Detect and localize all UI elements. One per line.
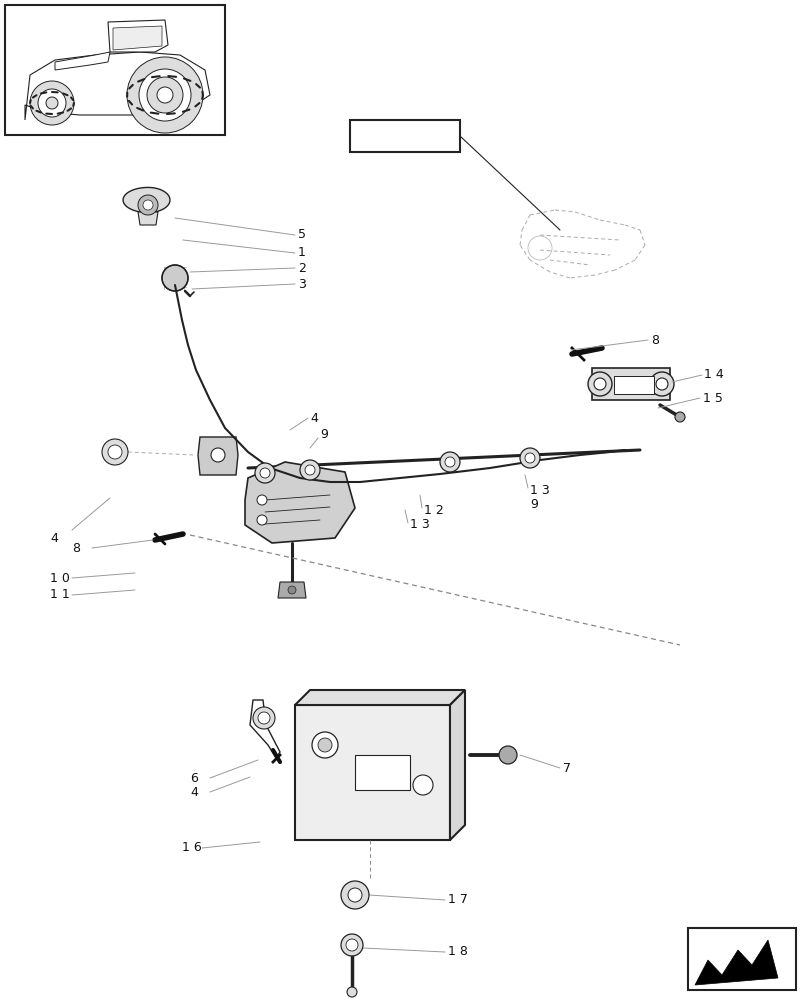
Text: 1 8: 1 8 — [448, 945, 467, 958]
Text: 4: 4 — [50, 532, 58, 544]
Circle shape — [258, 712, 270, 724]
Circle shape — [255, 463, 275, 483]
Text: 1: 1 — [298, 246, 306, 259]
Text: 1 0: 1 0 — [50, 572, 70, 584]
Polygon shape — [113, 26, 162, 50]
Polygon shape — [694, 940, 777, 985]
Text: 1 4: 1 4 — [703, 368, 723, 381]
Circle shape — [260, 468, 270, 478]
Bar — [354, 755, 410, 790]
Circle shape — [587, 372, 611, 396]
Circle shape — [594, 378, 605, 390]
Text: 2: 2 — [298, 261, 306, 274]
Circle shape — [127, 57, 203, 133]
Polygon shape — [294, 690, 465, 705]
Circle shape — [345, 939, 358, 951]
Circle shape — [211, 448, 225, 462]
Circle shape — [138, 195, 158, 215]
Circle shape — [46, 97, 58, 109]
Circle shape — [527, 236, 551, 260]
Circle shape — [143, 200, 152, 210]
Text: 1 5: 1 5 — [702, 391, 722, 404]
Circle shape — [288, 586, 296, 594]
Circle shape — [519, 448, 539, 468]
Circle shape — [649, 372, 673, 396]
Circle shape — [444, 457, 454, 467]
Bar — [350, 120, 460, 152]
Bar — [687, 928, 795, 990]
Polygon shape — [449, 690, 465, 840]
Circle shape — [108, 445, 122, 459]
Circle shape — [38, 89, 66, 117]
Text: 1 7: 1 7 — [448, 894, 467, 906]
Text: 1 2: 1 2 — [423, 504, 443, 516]
Text: 7: 7 — [562, 762, 570, 774]
Text: 5: 5 — [298, 229, 306, 241]
Text: 9: 9 — [530, 498, 537, 512]
Polygon shape — [250, 700, 280, 758]
Circle shape — [162, 265, 188, 291]
Text: 1 3: 1 3 — [530, 484, 549, 496]
Circle shape — [674, 412, 684, 422]
Bar — [5, 5, 225, 135]
Circle shape — [257, 515, 267, 525]
Text: 4: 4 — [190, 786, 198, 798]
Circle shape — [348, 888, 362, 902]
Text: 1 1: 1 1 — [50, 588, 70, 601]
Text: 3: 3 — [298, 277, 306, 290]
Text: 1 6: 1 6 — [182, 841, 201, 854]
Polygon shape — [198, 437, 238, 475]
Text: PAG. 2: PAG. 2 — [374, 127, 435, 145]
Circle shape — [311, 732, 337, 758]
Polygon shape — [245, 462, 354, 543]
Text: 6: 6 — [190, 772, 198, 784]
Polygon shape — [123, 187, 169, 213]
Polygon shape — [108, 20, 168, 52]
Polygon shape — [55, 52, 109, 70]
Circle shape — [157, 87, 173, 103]
Circle shape — [139, 69, 191, 121]
Circle shape — [440, 452, 460, 472]
Circle shape — [499, 746, 517, 764]
Circle shape — [299, 460, 320, 480]
Circle shape — [413, 775, 432, 795]
Circle shape — [147, 77, 182, 113]
Text: 4: 4 — [310, 412, 317, 424]
Circle shape — [305, 465, 315, 475]
Polygon shape — [25, 52, 210, 120]
Bar — [613, 376, 653, 394]
Circle shape — [257, 495, 267, 505]
Circle shape — [525, 453, 534, 463]
Circle shape — [346, 987, 357, 997]
Polygon shape — [138, 212, 158, 225]
Circle shape — [341, 881, 368, 909]
Text: 1 3: 1 3 — [410, 518, 429, 532]
Text: 8: 8 — [650, 334, 659, 347]
Circle shape — [655, 378, 667, 390]
Text: 9: 9 — [320, 428, 328, 442]
Circle shape — [341, 934, 363, 956]
Text: 8: 8 — [72, 542, 80, 554]
Polygon shape — [294, 705, 449, 840]
Circle shape — [102, 439, 128, 465]
Bar — [591, 368, 669, 400]
Polygon shape — [277, 582, 306, 598]
Circle shape — [318, 738, 332, 752]
Circle shape — [30, 81, 74, 125]
Circle shape — [253, 707, 275, 729]
